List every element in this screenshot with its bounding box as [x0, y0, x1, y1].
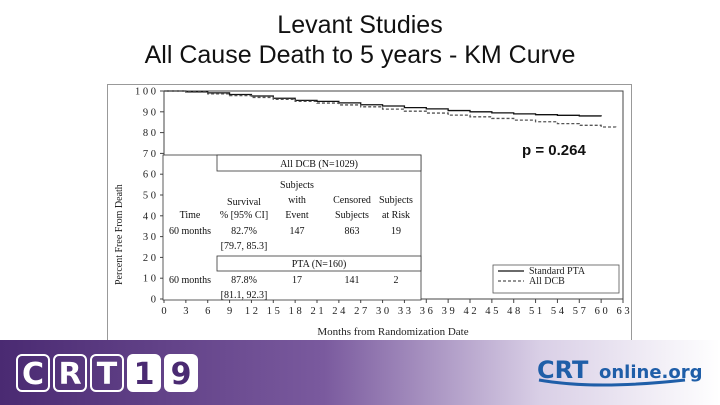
table-dcb-survival: 82.7%	[231, 226, 257, 237]
x-tick-label: 1 2	[245, 306, 258, 317]
table-pta-censored: 141	[345, 275, 360, 286]
legend-entry: All DCB	[529, 276, 565, 287]
table-col-events: with	[288, 195, 306, 206]
crt19-logo-char: 1	[127, 354, 161, 392]
y-tick-label: 7 0	[143, 149, 156, 160]
x-tick-label: 6 0	[595, 306, 608, 317]
series-all-dcb-line	[164, 90, 617, 129]
km-chart-figure: 0 1 0 2 0 3 0 4 0 5 0 6 0 7 0 8 0 9 0 1 0 0 0 3 6 9 1 …	[107, 84, 632, 342]
x-tick-label: 5 7	[573, 306, 586, 317]
legend-entry: Standard PTA	[529, 266, 586, 277]
table-dcb-events: 147	[290, 226, 305, 237]
crt19-logo-char: C	[16, 354, 50, 392]
x-tick-label: 1 8	[289, 306, 302, 317]
crtonline-logo-left: CRT	[537, 356, 589, 384]
y-tick-label: 6 0	[143, 170, 156, 181]
crt19-logo-char: 9	[164, 354, 198, 392]
crt19-logo: C R T 1 9	[16, 354, 198, 392]
title-line-1: Levant Studies	[277, 11, 443, 39]
slide-title: Levant Studies All Cause Death to 5 year…	[0, 10, 720, 70]
x-tick-label: 3	[183, 306, 188, 317]
x-tick-label: 6 3	[616, 306, 629, 317]
title-line-2: All Cause Death to 5 years - KM Curve	[144, 41, 576, 69]
x-tick-label: 3 3	[398, 306, 411, 317]
crtonline-logo: CRT online.org	[537, 356, 703, 387]
table-pta-ci: [81.1, 92.3]	[221, 290, 268, 301]
x-tick-label: 2 1	[310, 306, 323, 317]
y-tick-label: 3 0	[143, 232, 156, 243]
y-tick-label: 1 0	[143, 274, 156, 285]
table-dcb-at-risk: 19	[391, 226, 401, 237]
table-dcb-time: 60 months	[169, 226, 211, 237]
table-col-events: Event	[285, 210, 309, 221]
y-tick-label: 4 0	[143, 211, 156, 222]
y-tick-label: 0	[151, 295, 156, 306]
table-col-survival-ci: % [95% CI]	[220, 210, 268, 221]
y-axis-label: Percent Free From Death	[114, 184, 125, 285]
table-pta-at-risk: 2	[394, 275, 399, 286]
x-tick-label: 4 5	[485, 306, 498, 317]
table-dcb-header: All DCB (N=1029)	[280, 159, 358, 170]
table-pta-header: PTA (N=160)	[292, 259, 347, 270]
table-dcb-header-cell	[216, 154, 422, 172]
x-tick-label: 4 8	[507, 306, 520, 317]
x-tick-label: 3 6	[420, 306, 433, 317]
table-pta-header-cell	[216, 255, 422, 272]
x-tick-label: 2 7	[354, 306, 367, 317]
series-standard-pta-line	[164, 90, 602, 117]
survival-table	[162, 154, 422, 301]
y-tick-label: 2 0	[143, 253, 156, 264]
x-tick-label: 1 5	[267, 306, 280, 317]
table-pta-events: 17	[292, 275, 302, 286]
p-value-annotation: p = 0.264	[522, 142, 586, 159]
x-axis-label: Months from Randomization Date	[317, 326, 468, 338]
table-col-survival: Survival	[227, 197, 261, 208]
table-dcb-censored: 863	[345, 226, 360, 237]
footer-banner: C R T 1 9 CRT online.org	[0, 340, 720, 405]
y-tick-label: 9 0	[143, 107, 156, 118]
table-col-censored: Censored	[333, 195, 371, 206]
x-tick-label: 0	[161, 306, 166, 317]
x-tick-label: 9	[227, 306, 232, 317]
table-dcb-ci: [79.7, 85.3]	[221, 241, 268, 252]
x-tick-label: 4 2	[463, 306, 476, 317]
crtonline-swoosh-icon	[538, 378, 686, 387]
km-chart: 0 1 0 2 0 3 0 4 0 5 0 6 0 7 0 8 0 9 0 1 0 0 0 3 6 9 1 …	[114, 87, 630, 339]
crt19-logo-char: R	[53, 354, 87, 392]
y-tick-label: 1 0 0	[135, 87, 156, 98]
y-tick-label: 5 0	[143, 191, 156, 202]
table-col-time: Time	[180, 210, 201, 221]
x-tick-label: 5 4	[551, 306, 565, 317]
x-tick-label: 5 1	[529, 306, 542, 317]
x-tick-label: 6	[205, 306, 210, 317]
crtonline-logo-right: online.org	[599, 362, 703, 383]
y-tick-label: 8 0	[143, 128, 156, 139]
table-pta-survival: 87.8%	[231, 275, 257, 286]
table-col-at-risk: Subjects	[379, 195, 413, 206]
x-tick-label: 3 0	[376, 306, 389, 317]
table-col-at-risk: at Risk	[382, 210, 410, 221]
x-tick-label: 3 9	[442, 306, 455, 317]
legend-box	[492, 264, 620, 294]
table-pta-time: 60 months	[169, 275, 211, 286]
table-col-events: Subjects	[280, 180, 314, 191]
x-tick-label: 2 4	[332, 306, 346, 317]
table-col-censored: Subjects	[335, 210, 369, 221]
crt19-logo-char: T	[90, 354, 124, 392]
